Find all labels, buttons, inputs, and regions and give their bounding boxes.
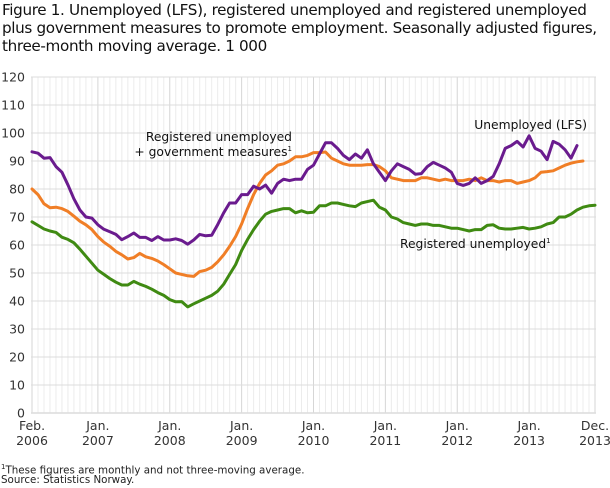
annotation-registered-plus-measures-sup: 1 <box>288 145 292 153</box>
annotation-registered-sup: 1 <box>546 237 550 245</box>
y-tick-label: 0 <box>17 406 25 421</box>
y-tick-label: 20 <box>9 350 25 365</box>
x-tick-label-year: 2013 <box>579 433 610 448</box>
x-tick-label-month: Jan. <box>445 418 469 433</box>
x-tick-label-month: Jan. <box>157 418 181 433</box>
x-tick-label-year: 2006 <box>16 433 48 448</box>
x-axis-ticks: Feb.2006Jan.2007Jan.2008Jan.2009Jan.2010… <box>16 418 610 448</box>
y-tick-label: 10 <box>9 378 25 393</box>
x-tick-label-year: 2011 <box>369 433 401 448</box>
annotation-registered-plus-measures-line2-text: + government measures <box>134 145 287 159</box>
x-tick-label-year: 2010 <box>298 433 330 448</box>
y-tick-label: 50 <box>9 266 25 281</box>
annotation-lfs: Unemployed (LFS) <box>474 118 587 132</box>
x-tick-label-month: Jan. <box>516 418 540 433</box>
annotation-registered-plus-measures-line1: Registered unemployed <box>146 130 292 144</box>
x-tick-label-year: 2008 <box>154 433 186 448</box>
y-tick-label: 70 <box>9 210 25 225</box>
x-tick-label-year: 2013 <box>513 433 545 448</box>
y-tick-label: 80 <box>9 182 25 197</box>
series-line-registered-unemployed-government-measures <box>30 150 585 278</box>
figure-title: Figure 1. Unemployed (LFS), registered u… <box>2 1 597 55</box>
series-line-unemployed-lfs <box>30 134 579 246</box>
x-tick-label-month: Dec. <box>581 418 609 433</box>
x-tick-label-month: Jan. <box>301 418 325 433</box>
annotations: Registered unemployed + government measu… <box>134 118 587 251</box>
x-tick-label-year: 2012 <box>441 433 473 448</box>
y-tick-label: 90 <box>9 154 25 169</box>
y-tick-label: 110 <box>1 98 25 113</box>
footnote-text: These figures are monthly and not three-… <box>5 464 305 477</box>
x-tick-label-month: Feb. <box>19 418 45 433</box>
y-tick-label: 60 <box>9 238 25 253</box>
source-note: Source: Statistics Norway. <box>1 474 135 486</box>
footnote: 1These figures are monthly and not three… <box>1 461 304 476</box>
series-lines <box>30 134 597 309</box>
series-line-registered-unemployed <box>30 198 597 309</box>
y-tick-label: 100 <box>1 126 25 141</box>
y-tick-label: 30 <box>9 322 25 337</box>
x-tick-label-year: 2007 <box>82 433 114 448</box>
x-tick-label-month: Jan. <box>229 418 253 433</box>
annotation-registered: Registered unemployed1 <box>400 237 551 251</box>
x-tick-label-year: 2009 <box>226 433 258 448</box>
annotation-registered-text: Registered unemployed <box>400 237 546 251</box>
y-tick-label: 40 <box>9 294 25 309</box>
annotation-registered-plus-measures-line2: + government measures1 <box>134 145 292 159</box>
y-axis-ticks: 0 10 20 30 40 50 60 70 80 90 100 110 120 <box>1 70 25 421</box>
x-tick-label-month: Jan. <box>373 418 397 433</box>
x-tick-label-month: Jan. <box>85 418 109 433</box>
footnote-mark: 1 <box>1 463 6 471</box>
y-tick-label: 120 <box>1 70 25 85</box>
